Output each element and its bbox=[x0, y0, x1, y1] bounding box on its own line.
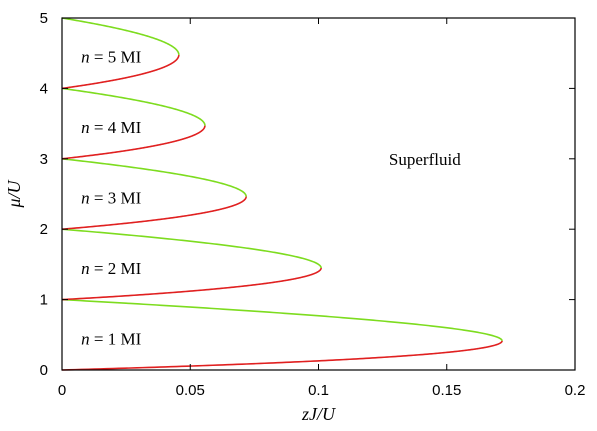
lobe-1-lower-boundary bbox=[61, 340, 503, 371]
region-label-variable: n bbox=[81, 118, 90, 137]
lobe-5-lower-boundary bbox=[61, 54, 180, 90]
region-label-text: Superfluid bbox=[389, 150, 461, 169]
y-tick-label: 4 bbox=[40, 80, 48, 97]
x-tick-label: 0.05 bbox=[176, 382, 205, 399]
region-label-text: = 2 MI bbox=[90, 259, 142, 278]
y-tick-label: 2 bbox=[40, 221, 48, 238]
lobe-3-upper-boundary bbox=[61, 158, 247, 197]
x-tick-label: 0.2 bbox=[565, 382, 586, 399]
region-label-sf: Superfluid bbox=[389, 150, 461, 169]
x-tick-label: 0.15 bbox=[432, 382, 461, 399]
x-axis-label: zJ/U bbox=[301, 404, 336, 424]
region-label-variable: n bbox=[81, 189, 90, 208]
region-label-variable: n bbox=[81, 48, 90, 67]
y-axis-label: μ/U bbox=[4, 179, 24, 208]
region-label-mi2: n = 2 MI bbox=[81, 259, 141, 278]
region-label-text: = 3 MI bbox=[90, 189, 142, 208]
lobe-4-upper-boundary bbox=[61, 87, 206, 126]
region-label-variable: n bbox=[81, 329, 90, 348]
x-tick-label: 0.1 bbox=[308, 382, 329, 399]
y-tick-label: 3 bbox=[40, 151, 48, 168]
y-tick-label: 1 bbox=[40, 292, 48, 309]
lobe-4-lower-boundary bbox=[61, 125, 206, 160]
y-tick-label: 5 bbox=[40, 10, 48, 27]
region-label-mi5: n = 5 MI bbox=[81, 48, 141, 67]
region-label-text: = 4 MI bbox=[90, 118, 142, 137]
region-label-text: = 5 MI bbox=[90, 48, 142, 67]
lobe-2-lower-boundary bbox=[61, 267, 322, 301]
lobe-5-upper-boundary bbox=[61, 17, 180, 55]
y-tick-label: 0 bbox=[40, 362, 48, 379]
lobe-1-upper-boundary bbox=[61, 298, 503, 341]
region-labels: n = 1 MIn = 2 MIn = 3 MIn = 4 MIn = 5 MI… bbox=[81, 48, 461, 349]
region-label-mi1: n = 1 MI bbox=[81, 329, 141, 348]
region-label-mi3: n = 3 MI bbox=[81, 189, 141, 208]
x-tick-label: 0 bbox=[58, 382, 66, 399]
axis-ticks: 0 0.05 0.1 0.15 0.2 0 1 2 3 4 5 bbox=[40, 10, 586, 399]
region-label-mi4: n = 4 MI bbox=[81, 118, 141, 137]
lobe-2-upper-boundary bbox=[61, 228, 322, 269]
region-label-variable: n bbox=[81, 259, 90, 278]
phase-boundaries bbox=[61, 17, 503, 371]
lobe-3-lower-boundary bbox=[61, 196, 247, 230]
region-label-text: = 1 MI bbox=[90, 329, 142, 348]
